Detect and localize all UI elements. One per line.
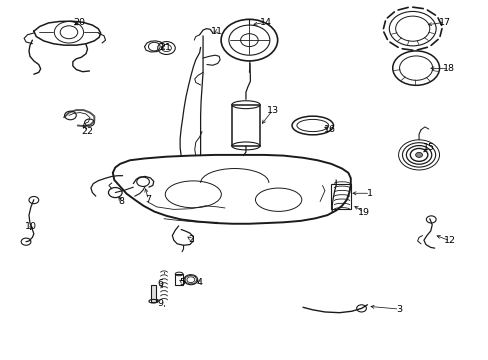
Text: 21: 21 (159, 43, 171, 52)
Text: 14: 14 (259, 18, 271, 27)
Text: 8: 8 (119, 197, 124, 206)
Text: 11: 11 (210, 27, 222, 36)
Text: 20: 20 (74, 18, 85, 27)
Bar (330, 184, 350, 210)
Text: 19: 19 (357, 208, 369, 217)
Bar (151, 285, 156, 302)
Circle shape (415, 152, 422, 157)
Text: 13: 13 (266, 105, 278, 114)
Text: 17: 17 (439, 18, 450, 27)
Text: 22: 22 (81, 127, 93, 136)
Text: 9: 9 (157, 299, 163, 308)
Text: 10: 10 (25, 222, 38, 231)
Text: 12: 12 (444, 237, 455, 246)
Text: 2: 2 (187, 235, 193, 244)
Text: 15: 15 (422, 143, 434, 152)
Text: 1: 1 (366, 189, 372, 198)
Text: 5: 5 (179, 278, 185, 287)
Bar (175, 274, 183, 285)
Text: 4: 4 (196, 278, 202, 287)
Text: 16: 16 (323, 125, 335, 134)
Text: 18: 18 (443, 64, 454, 73)
Text: 3: 3 (396, 305, 402, 314)
Text: 6: 6 (157, 279, 163, 288)
Text: 7: 7 (145, 195, 151, 204)
Bar (231, 105, 260, 146)
